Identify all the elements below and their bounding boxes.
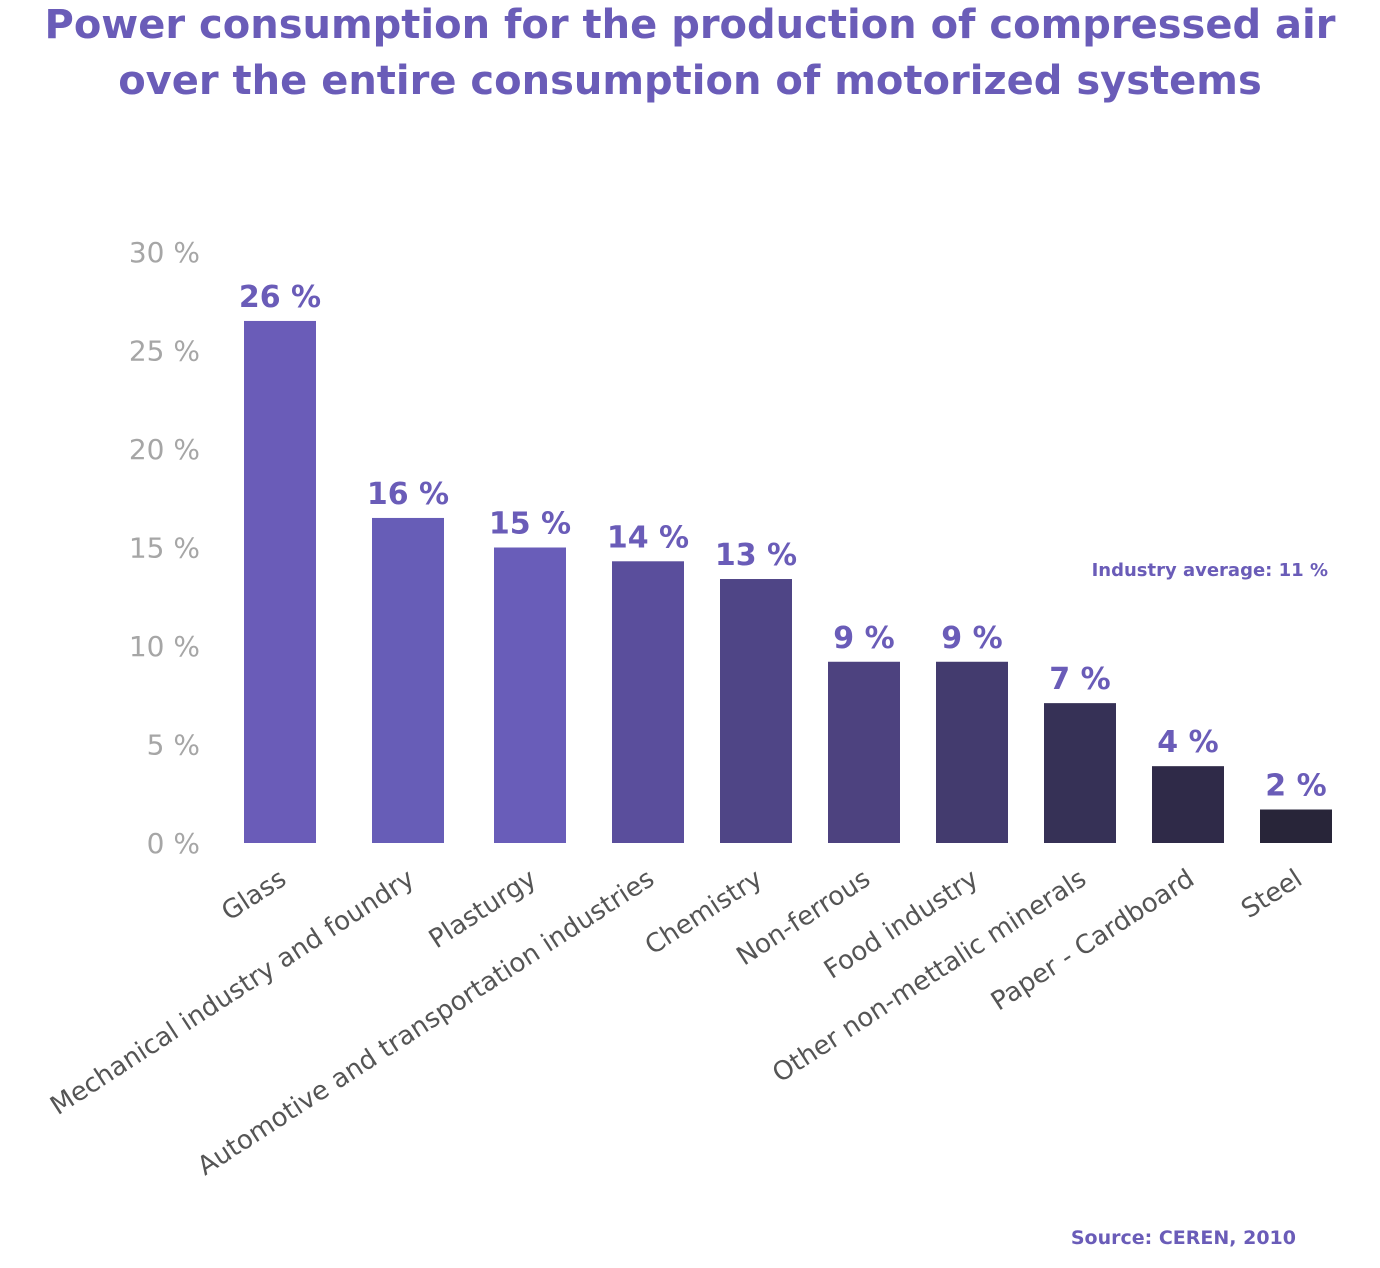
bar — [494, 547, 566, 843]
bar — [828, 661, 900, 843]
bar-value-label: 2 % — [1265, 769, 1326, 804]
chart-title-line-1: Power consumption for the production of … — [44, 2, 1336, 48]
bars — [244, 320, 1332, 843]
bar — [720, 579, 792, 843]
bar — [1152, 766, 1224, 843]
source-note: Source: CEREN, 2010 — [1070, 1227, 1296, 1249]
bar-value-label: 26 % — [239, 280, 321, 315]
y-tick-label: 25 % — [129, 335, 200, 368]
y-tick-label: 15 % — [129, 532, 200, 565]
bar-value-label: 14 % — [607, 520, 689, 555]
bar — [372, 517, 444, 843]
y-tick-label: 5 % — [147, 729, 200, 762]
x-category-label: Steel — [1236, 864, 1308, 925]
industry-average-annotation: Industry average: 11 % — [1091, 560, 1328, 581]
bar-value-label: 7 % — [1049, 662, 1110, 697]
y-tick-label: 0 % — [147, 827, 200, 860]
bar-value-label: 15 % — [489, 507, 571, 542]
x-category-label: Glass — [216, 864, 291, 928]
x-category-label: Paper - Cardboard — [986, 864, 1200, 1017]
chart-title-line-2: over the entire consumption of motorized… — [118, 58, 1262, 104]
y-tick-label: 10 % — [129, 630, 200, 663]
bar — [1260, 809, 1332, 843]
bar — [1044, 703, 1116, 843]
bar-value-label: 4 % — [1157, 725, 1218, 760]
y-axis-ticks: 0 % 5 % 10 % 15 % 20 % 25 % 30 % — [129, 236, 200, 860]
bar — [936, 661, 1008, 843]
value-labels: 26 % 16 % 15 % 14 % 13 % 9 % 9 % 7 % 4 % 2 % — [239, 280, 1327, 804]
bar-value-label: 16 % — [367, 477, 449, 512]
y-tick-label: 30 % — [129, 236, 200, 269]
bar — [612, 561, 684, 843]
bar-value-label: 9 % — [833, 621, 894, 656]
y-tick-label: 20 % — [129, 433, 200, 466]
bar-value-label: 9 % — [941, 621, 1002, 656]
x-category-label: Automotive and transportation industries — [192, 864, 659, 1182]
bar — [244, 320, 316, 843]
bar-value-label: 13 % — [715, 538, 797, 573]
